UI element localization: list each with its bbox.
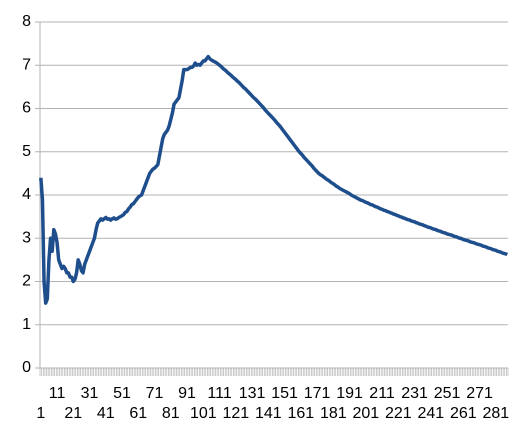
x-tick-label: 111 xyxy=(207,385,231,402)
x-tick-label: 171 xyxy=(304,385,331,402)
y-tick-label: 0 xyxy=(22,359,31,376)
x-tick-label: 21 xyxy=(64,405,82,422)
x-tick-label: 271 xyxy=(466,385,493,402)
data-line xyxy=(39,54,509,305)
x-tick-label: 101 xyxy=(190,405,217,422)
x-tick-label: 221 xyxy=(385,405,412,422)
x-tick-label: 241 xyxy=(417,405,444,422)
y-tick-label: 5 xyxy=(22,143,31,160)
x-tick-label: 131 xyxy=(239,385,266,402)
x-tick-label: 71 xyxy=(146,385,164,402)
x-tick-label: 231 xyxy=(401,385,428,402)
x-tick-label: 141 xyxy=(255,405,282,422)
y-tick-label: 3 xyxy=(22,229,31,246)
x-tick-label: 161 xyxy=(287,405,314,422)
y-tick-label: 2 xyxy=(22,273,31,290)
x-tick-label: 201 xyxy=(352,405,379,422)
y-tick-label: 6 xyxy=(22,100,31,117)
x-tick-label: 281 xyxy=(482,405,509,422)
x-tick-label: 151 xyxy=(271,385,298,402)
x-tick-label: 261 xyxy=(450,405,477,422)
x-tick-label: 41 xyxy=(97,405,115,422)
x-tick-label: 1 xyxy=(36,405,45,422)
x-tick-label: 11 xyxy=(49,385,66,402)
x-tick-label: 91 xyxy=(178,385,196,402)
x-tick-label: 211 xyxy=(369,385,395,402)
x-tick-label: 81 xyxy=(162,405,180,422)
x-tick-label: 61 xyxy=(129,405,147,422)
x-tick-label: 31 xyxy=(81,385,99,402)
x-tick-label: 121 xyxy=(222,405,249,422)
y-tick-label: 8 xyxy=(22,13,31,30)
y-tick-label: 1 xyxy=(22,316,31,333)
y-tick-label: 4 xyxy=(22,186,31,203)
x-tick-label: 191 xyxy=(336,385,363,402)
x-tick-label: 251 xyxy=(434,385,461,402)
x-tick-label: 51 xyxy=(113,385,131,402)
x-tick-label: 181 xyxy=(320,405,347,422)
y-tick-label: 7 xyxy=(22,56,31,73)
